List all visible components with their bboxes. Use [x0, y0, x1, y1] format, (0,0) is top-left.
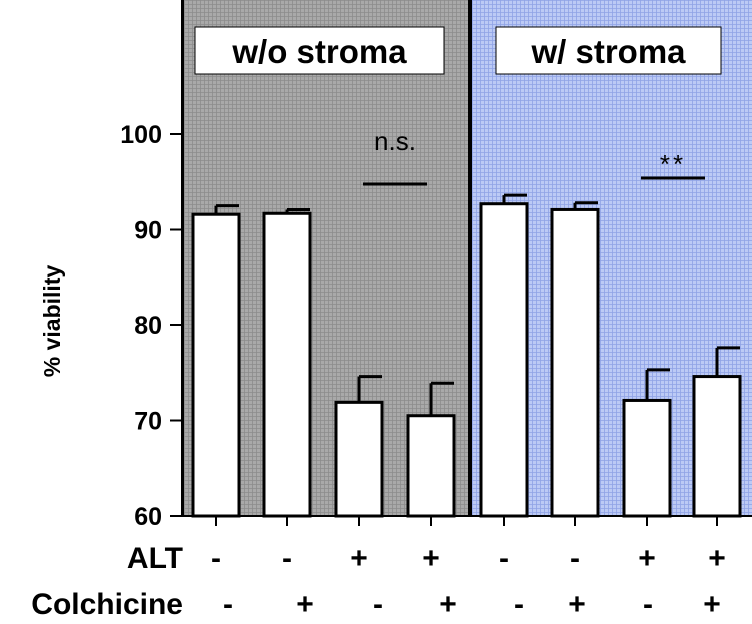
treatment-sign: + [439, 588, 457, 621]
y-tick-label: 70 [134, 408, 162, 436]
treatment-sign: - [499, 542, 509, 575]
treatment-sign: + [296, 588, 314, 621]
treatment-sign: + [708, 542, 726, 575]
y-axis-label: % viability [39, 265, 65, 378]
significance-annotations: n.s. ** [363, 126, 705, 186]
y-axis: 60 70 80 90 100 [120, 121, 183, 531]
panel-title-without-stroma: w/o stroma [231, 33, 407, 70]
bar [550, 207, 600, 518]
panel-title-with-stroma: w/ stroma [530, 33, 686, 70]
treatment-sign: - [211, 542, 221, 575]
treatment-sign: + [568, 588, 586, 621]
treatment-sign: - [570, 542, 580, 575]
bar [692, 375, 742, 518]
treatment-sign: - [643, 588, 653, 621]
treatment-sign: + [350, 542, 368, 575]
panel-title-box-with-stroma [495, 26, 722, 75]
treatment-sign: + [422, 542, 440, 575]
bar [334, 400, 384, 518]
y-tick-label: 60 [134, 503, 162, 531]
treatment-sign: + [703, 588, 721, 621]
treatment-signs: - - + + - - + +- + - + - + - + [211, 542, 726, 621]
bar [622, 398, 672, 518]
treatment-sign: - [373, 588, 383, 621]
treatment-label-alt: ALT [127, 542, 183, 575]
significance-label: ** [660, 149, 686, 179]
panel-title-boxes: w/o stroma w/ stroma [194, 26, 722, 75]
treatment-sign: - [514, 588, 524, 621]
y-tick-label: 80 [134, 312, 162, 340]
x-axis-ticks [215, 516, 718, 526]
significance-label: n.s. [374, 126, 416, 156]
bar [479, 202, 529, 518]
bar [406, 414, 456, 518]
y-tick-label: 100 [120, 121, 162, 149]
panel-title-box-without-stroma [194, 26, 445, 75]
bar [191, 212, 241, 518]
treatment-sign: - [282, 542, 292, 575]
y-tick-label: 90 [134, 217, 162, 245]
treatment-label-colchicine: Colchicine [31, 588, 183, 621]
treatment-sign: + [638, 542, 656, 575]
treatment-sign: - [223, 588, 233, 621]
bar [262, 211, 312, 518]
